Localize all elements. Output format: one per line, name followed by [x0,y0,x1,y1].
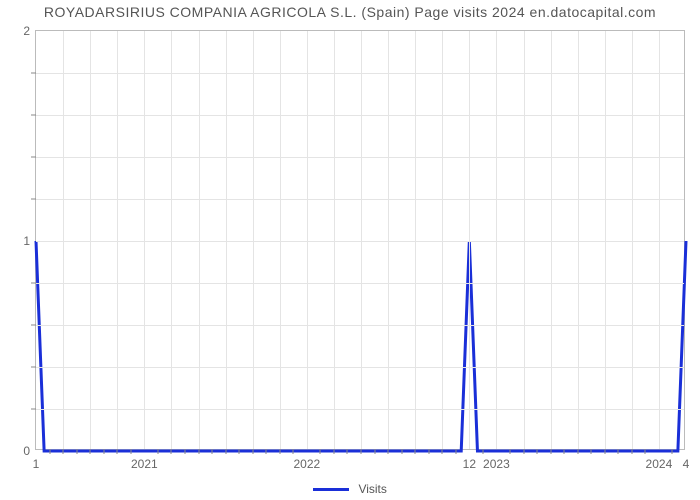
y-axis-minor-tick [31,115,36,116]
x-axis-minor-tick [374,449,375,454]
x-axis-minor-tick [171,449,172,454]
x-axis-minor-tick [577,449,578,454]
grid-vertical [578,31,579,449]
legend: Visits [0,482,700,496]
grid-horizontal [36,115,684,116]
grid-vertical [659,31,660,449]
grid-vertical [551,31,552,449]
y-axis-minor-tick [31,73,36,74]
x-axis-minor-tick [49,449,50,454]
grid-vertical [226,31,227,449]
grid-vertical [496,31,497,449]
x-axis-minor-tick [103,449,104,454]
plot-area: 01212021202212202320244 [35,30,685,450]
x-axis-minor-tick [442,449,443,454]
x-axis-label: 2022 [293,457,320,471]
x-axis-minor-tick [252,449,253,454]
grid-vertical [63,31,64,449]
x-axis-label: 4 [683,457,690,471]
x-axis-minor-tick [591,449,592,454]
grid-horizontal [36,157,684,158]
x-axis-minor-tick [90,449,91,454]
x-axis-minor-tick [239,449,240,454]
x-axis-minor-tick [130,449,131,454]
x-axis-minor-tick [482,449,483,454]
y-axis-minor-tick [31,325,36,326]
x-axis-minor-tick [388,449,389,454]
x-axis-minor-tick [157,449,158,454]
x-axis-minor-tick [564,449,565,454]
grid-horizontal [36,283,684,284]
x-axis-label: 2021 [131,457,158,471]
grid-vertical [280,31,281,449]
x-axis-minor-tick [225,449,226,454]
chart-title: ROYADARSIRIUS COMPANIA AGRICOLA S.L. (Sp… [0,4,700,20]
x-axis-minor-tick [184,449,185,454]
grid-vertical [199,31,200,449]
grid-horizontal [36,73,684,74]
x-axis-minor-tick [117,449,118,454]
x-axis-minor-tick [266,449,267,454]
grid-vertical [361,31,362,449]
grid-horizontal [36,325,684,326]
legend-swatch [313,488,349,491]
x-axis-minor-tick [645,449,646,454]
grid-vertical [171,31,172,449]
x-axis-minor-tick [361,449,362,454]
grid-vertical [334,31,335,449]
grid-vertical [144,31,145,449]
y-axis-minor-tick [31,157,36,158]
x-axis-minor-tick [604,449,605,454]
grid-vertical [605,31,606,449]
grid-vertical [469,31,470,449]
y-axis-minor-tick [31,199,36,200]
x-axis-minor-tick [415,449,416,454]
x-axis-minor-tick [279,449,280,454]
y-axis-minor-tick [31,409,36,410]
grid-horizontal [36,409,684,410]
x-axis-minor-tick [537,449,538,454]
y-axis-label: 1 [23,234,30,248]
grid-horizontal [36,367,684,368]
y-axis-label: 0 [23,444,30,458]
x-axis-minor-tick [672,449,673,454]
legend-label: Visits [358,482,386,496]
x-axis-minor-tick [63,449,64,454]
grid-horizontal [36,199,684,200]
grid-vertical [253,31,254,449]
x-axis-label: 2023 [483,457,510,471]
x-axis-label: 2024 [646,457,673,471]
x-axis-minor-tick [428,449,429,454]
x-axis-minor-tick [618,449,619,454]
x-axis-label: 1 [33,457,40,471]
grid-vertical [117,31,118,449]
x-axis-minor-tick [293,449,294,454]
grid-vertical [524,31,525,449]
y-axis-label: 2 [23,24,30,38]
x-axis-minor-tick [212,449,213,454]
chart-container: ROYADARSIRIUS COMPANIA AGRICOLA S.L. (Sp… [0,0,700,500]
x-axis-label: 12 [463,457,476,471]
grid-vertical [90,31,91,449]
x-axis-minor-tick [320,449,321,454]
grid-vertical [388,31,389,449]
x-axis-minor-tick [333,449,334,454]
x-axis-minor-tick [631,449,632,454]
x-axis-minor-tick [509,449,510,454]
x-axis-minor-tick [76,449,77,454]
y-axis-minor-tick [31,283,36,284]
grid-vertical [632,31,633,449]
x-axis-minor-tick [347,449,348,454]
grid-vertical [415,31,416,449]
x-axis-minor-tick [401,449,402,454]
x-axis-minor-tick [550,449,551,454]
grid-vertical [307,31,308,449]
y-axis-minor-tick [31,367,36,368]
x-axis-minor-tick [455,449,456,454]
grid-horizontal [36,241,684,242]
x-axis-minor-tick [523,449,524,454]
grid-vertical [442,31,443,449]
x-axis-minor-tick [198,449,199,454]
